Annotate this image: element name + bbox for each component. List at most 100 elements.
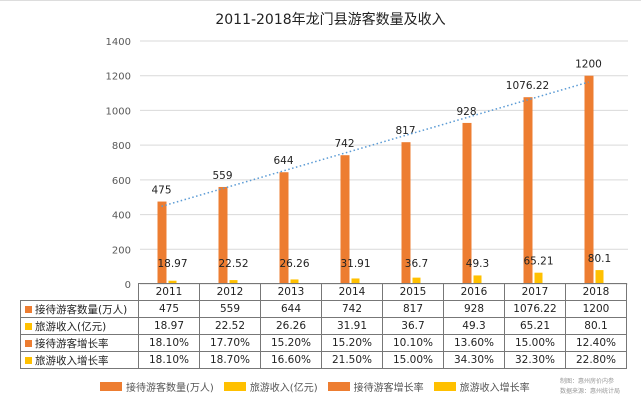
table-cell: 475 <box>138 300 200 318</box>
table-cell: 18.10% <box>138 334 200 352</box>
legend: 接待游客数量(万人) 旅游收入(亿元) 接待游客增长率 旅游收入增长率 <box>100 379 540 394</box>
bar-revenue <box>595 270 604 284</box>
series-name: 旅游收入(亿元) <box>35 320 107 333</box>
table-row-label: 接待游客增长率 <box>20 334 139 352</box>
table-cell: 1200 <box>565 300 627 318</box>
data-label-revenue: 26.26 <box>279 258 309 270</box>
bar-revenue <box>168 280 177 284</box>
table-cell: 10.10% <box>382 334 444 352</box>
legend-label: 旅游收入(亿元) <box>249 383 318 394</box>
bar-visitors <box>340 155 350 284</box>
table-cell: 18.97 <box>138 317 200 335</box>
legend-swatch-icon <box>433 382 456 391</box>
bar-visitors <box>584 75 594 284</box>
table-cell: 12.40% <box>565 334 627 352</box>
y-tick-label: 200 <box>112 245 131 256</box>
table-cell: 16.60% <box>260 351 322 369</box>
table-year-header: 2016 <box>443 283 505 301</box>
table-row-label: 旅游收入增长率 <box>20 351 139 369</box>
table-cell: 742 <box>321 300 383 318</box>
data-label-visitors: 559 <box>212 170 232 182</box>
table-cell: 15.20% <box>321 334 383 352</box>
table-cell: 80.1 <box>565 317 627 335</box>
table-row: 旅游收入增长率 18.10% 18.70% 16.60% 21.50% 15.00% 34.… <box>20 351 627 369</box>
legend-item: 旅游收入增长率 <box>433 379 530 394</box>
legend-swatch-icon <box>25 305 32 313</box>
table-cell: 21.50% <box>321 351 383 369</box>
table-cell: 26.26 <box>260 317 322 335</box>
chart-title: 2011-2018年龙门县游客数量及收入 <box>215 12 446 28</box>
data-label-visitors: 475 <box>151 185 171 197</box>
table-year-header: 2011 <box>138 283 200 301</box>
y-tick-label: 1200 <box>106 72 131 83</box>
y-tick-label: 600 <box>112 176 131 187</box>
data-label-revenue: 31.91 <box>340 258 370 270</box>
table-cell: 36.7 <box>382 317 444 335</box>
bar-visitors <box>218 186 228 284</box>
data-label-revenue: 36.7 <box>405 258 428 270</box>
legend-swatch-icon <box>327 382 350 391</box>
table-row-label: 旅游收入(亿元) <box>20 317 139 335</box>
table-cell: 13.60% <box>443 334 505 352</box>
table-cell: 17.70% <box>199 334 261 352</box>
bar-revenue <box>229 280 238 284</box>
table-cell: 1076.22 <box>504 300 566 318</box>
y-tick-label: 1400 <box>106 37 131 48</box>
table-header-row: 2011 2012 2013 2014 2015 2016 2017 2018 <box>20 283 627 301</box>
table-cell: 817 <box>382 300 444 318</box>
table-cell: 928 <box>443 300 505 318</box>
legend-swatch-icon <box>223 382 246 391</box>
bar-visitors <box>157 201 167 284</box>
table-cell: 31.91 <box>321 317 383 335</box>
data-label-revenue: 18.97 <box>157 258 187 270</box>
data-table: 2011 2012 2013 2014 2015 2016 2017 2018 接待游客数量(万… <box>20 283 627 369</box>
table-cell: 65.21 <box>504 317 566 335</box>
table-cell: 559 <box>199 300 261 318</box>
source-line-1: 制图：惠州房价内参 <box>560 378 615 385</box>
table-cell: 644 <box>260 300 322 318</box>
data-label-revenue: 22.52 <box>218 258 248 270</box>
table-cell: 34.30% <box>443 351 505 369</box>
legend-item: 接待游客数量(万人) <box>100 379 214 394</box>
table-row-label: 接待游客数量(万人) <box>20 300 139 318</box>
legend-swatch-icon <box>25 322 32 330</box>
legend-item: 旅游收入(亿元) <box>223 379 318 394</box>
table-cell: 15.00% <box>504 334 566 352</box>
y-tick-label: 1000 <box>106 106 131 117</box>
legend-swatch-icon <box>25 356 32 364</box>
data-label-visitors: 1200 <box>575 59 602 71</box>
y-tick-label: 800 <box>112 141 131 152</box>
data-label-visitors: 644 <box>273 155 293 167</box>
table-year-header: 2014 <box>321 283 383 301</box>
data-label-revenue: 65.21 <box>523 256 553 268</box>
series-name: 旅游收入增长率 <box>35 354 109 367</box>
table-year-header: 2018 <box>565 283 627 301</box>
bar-visitors <box>279 172 289 284</box>
table-row: 旅游收入(亿元) 18.97 22.52 26.26 31.91 36.7 49.3 65.2… <box>20 317 627 335</box>
bar-revenue <box>290 279 299 284</box>
table-cell: 32.30% <box>504 351 566 369</box>
series-name: 接待游客数量(万人) <box>35 303 128 316</box>
data-label-visitors: 928 <box>456 106 476 118</box>
legend-swatch-icon <box>100 382 122 391</box>
data-label-visitors: 742 <box>334 138 354 150</box>
table-row: 接待游客增长率 18.10% 17.70% 15.20% 15.20% 10.10% 13.… <box>20 334 627 352</box>
legend-label: 接待游客增长率 <box>353 383 424 394</box>
legend-label: 旅游收入增长率 <box>459 383 530 394</box>
bar-revenue <box>351 278 360 284</box>
table-year-header: 2015 <box>382 283 444 301</box>
data-label-revenue: 49.3 <box>466 258 489 270</box>
bar-visitors <box>523 97 533 284</box>
legend-item: 接待游客增长率 <box>327 379 424 394</box>
table-cell: 49.3 <box>443 317 505 335</box>
table-cell: 18.70% <box>199 351 261 369</box>
table-year-header: 2012 <box>199 283 261 301</box>
table-corner <box>20 283 139 301</box>
table-year-header: 2013 <box>260 283 322 301</box>
data-label-revenue: 80.1 <box>588 253 611 265</box>
legend-swatch-icon <box>25 339 32 347</box>
bar-visitors <box>401 142 411 284</box>
bar-revenue <box>412 277 421 284</box>
